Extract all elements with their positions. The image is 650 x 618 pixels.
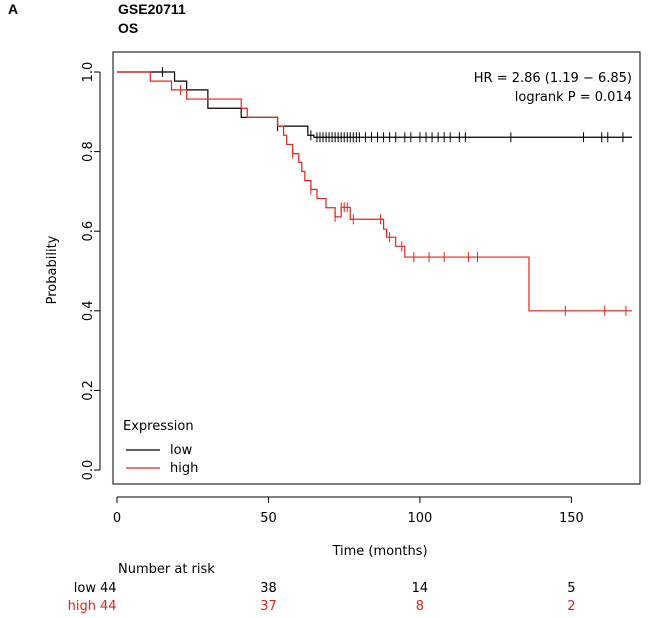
risk-value-high: 8 bbox=[416, 599, 424, 614]
risk-value-high: 44 bbox=[100, 599, 117, 614]
legend-title: Expression bbox=[123, 419, 194, 434]
y-tick-label: 1.0 bbox=[81, 62, 96, 83]
plot-frame bbox=[112, 51, 641, 485]
endpoint-title: OS bbox=[118, 20, 138, 36]
y-tick-label: 0.6 bbox=[81, 221, 96, 242]
y-axis: 0.0 0.2 0.4 0.6 0.8 1.0 bbox=[81, 62, 101, 481]
risk-row-label-high: high bbox=[68, 599, 96, 614]
y-axis-title: Probability bbox=[45, 235, 60, 304]
x-tick-label: 0 bbox=[113, 511, 121, 526]
dataset-title: GSE20711 bbox=[118, 1, 186, 17]
risk-table: Number at risk low 44 38 14 5 high 44 37 8 2 bbox=[68, 562, 576, 614]
x-axis-title: Time (months) bbox=[331, 544, 427, 559]
x-tick-label: 150 bbox=[559, 511, 584, 526]
risk-value-low: 5 bbox=[567, 581, 575, 596]
logrank-p-text: logrank P = 0.014 bbox=[515, 90, 632, 105]
y-tick-label: 0.4 bbox=[81, 300, 96, 321]
risk-value-high: 37 bbox=[260, 599, 277, 614]
x-axis: 0 50 100 150 bbox=[113, 496, 584, 526]
risk-value-low: 14 bbox=[412, 581, 429, 596]
y-tick-label: 0.2 bbox=[81, 380, 96, 401]
legend-label-high: high bbox=[170, 461, 198, 476]
risk-table-title: Number at risk bbox=[118, 562, 215, 577]
risk-row-label-low: low bbox=[74, 581, 97, 596]
survival-curve-high bbox=[117, 71, 632, 312]
y-tick-label: 0.0 bbox=[81, 460, 96, 481]
hazard-ratio-text: HR = 2.86 (1.19 − 6.85) bbox=[474, 71, 632, 86]
legend: Expression low high bbox=[123, 419, 198, 476]
legend-label-low: low bbox=[170, 443, 193, 458]
risk-value-low: 44 bbox=[100, 581, 117, 596]
y-tick-label: 0.8 bbox=[81, 141, 96, 162]
panel-label: A bbox=[8, 1, 18, 17]
x-tick-label: 50 bbox=[260, 511, 277, 526]
risk-value-high: 2 bbox=[567, 599, 575, 614]
x-tick-label: 100 bbox=[408, 511, 433, 526]
risk-value-low: 38 bbox=[260, 581, 277, 596]
survival-curves bbox=[117, 67, 632, 316]
